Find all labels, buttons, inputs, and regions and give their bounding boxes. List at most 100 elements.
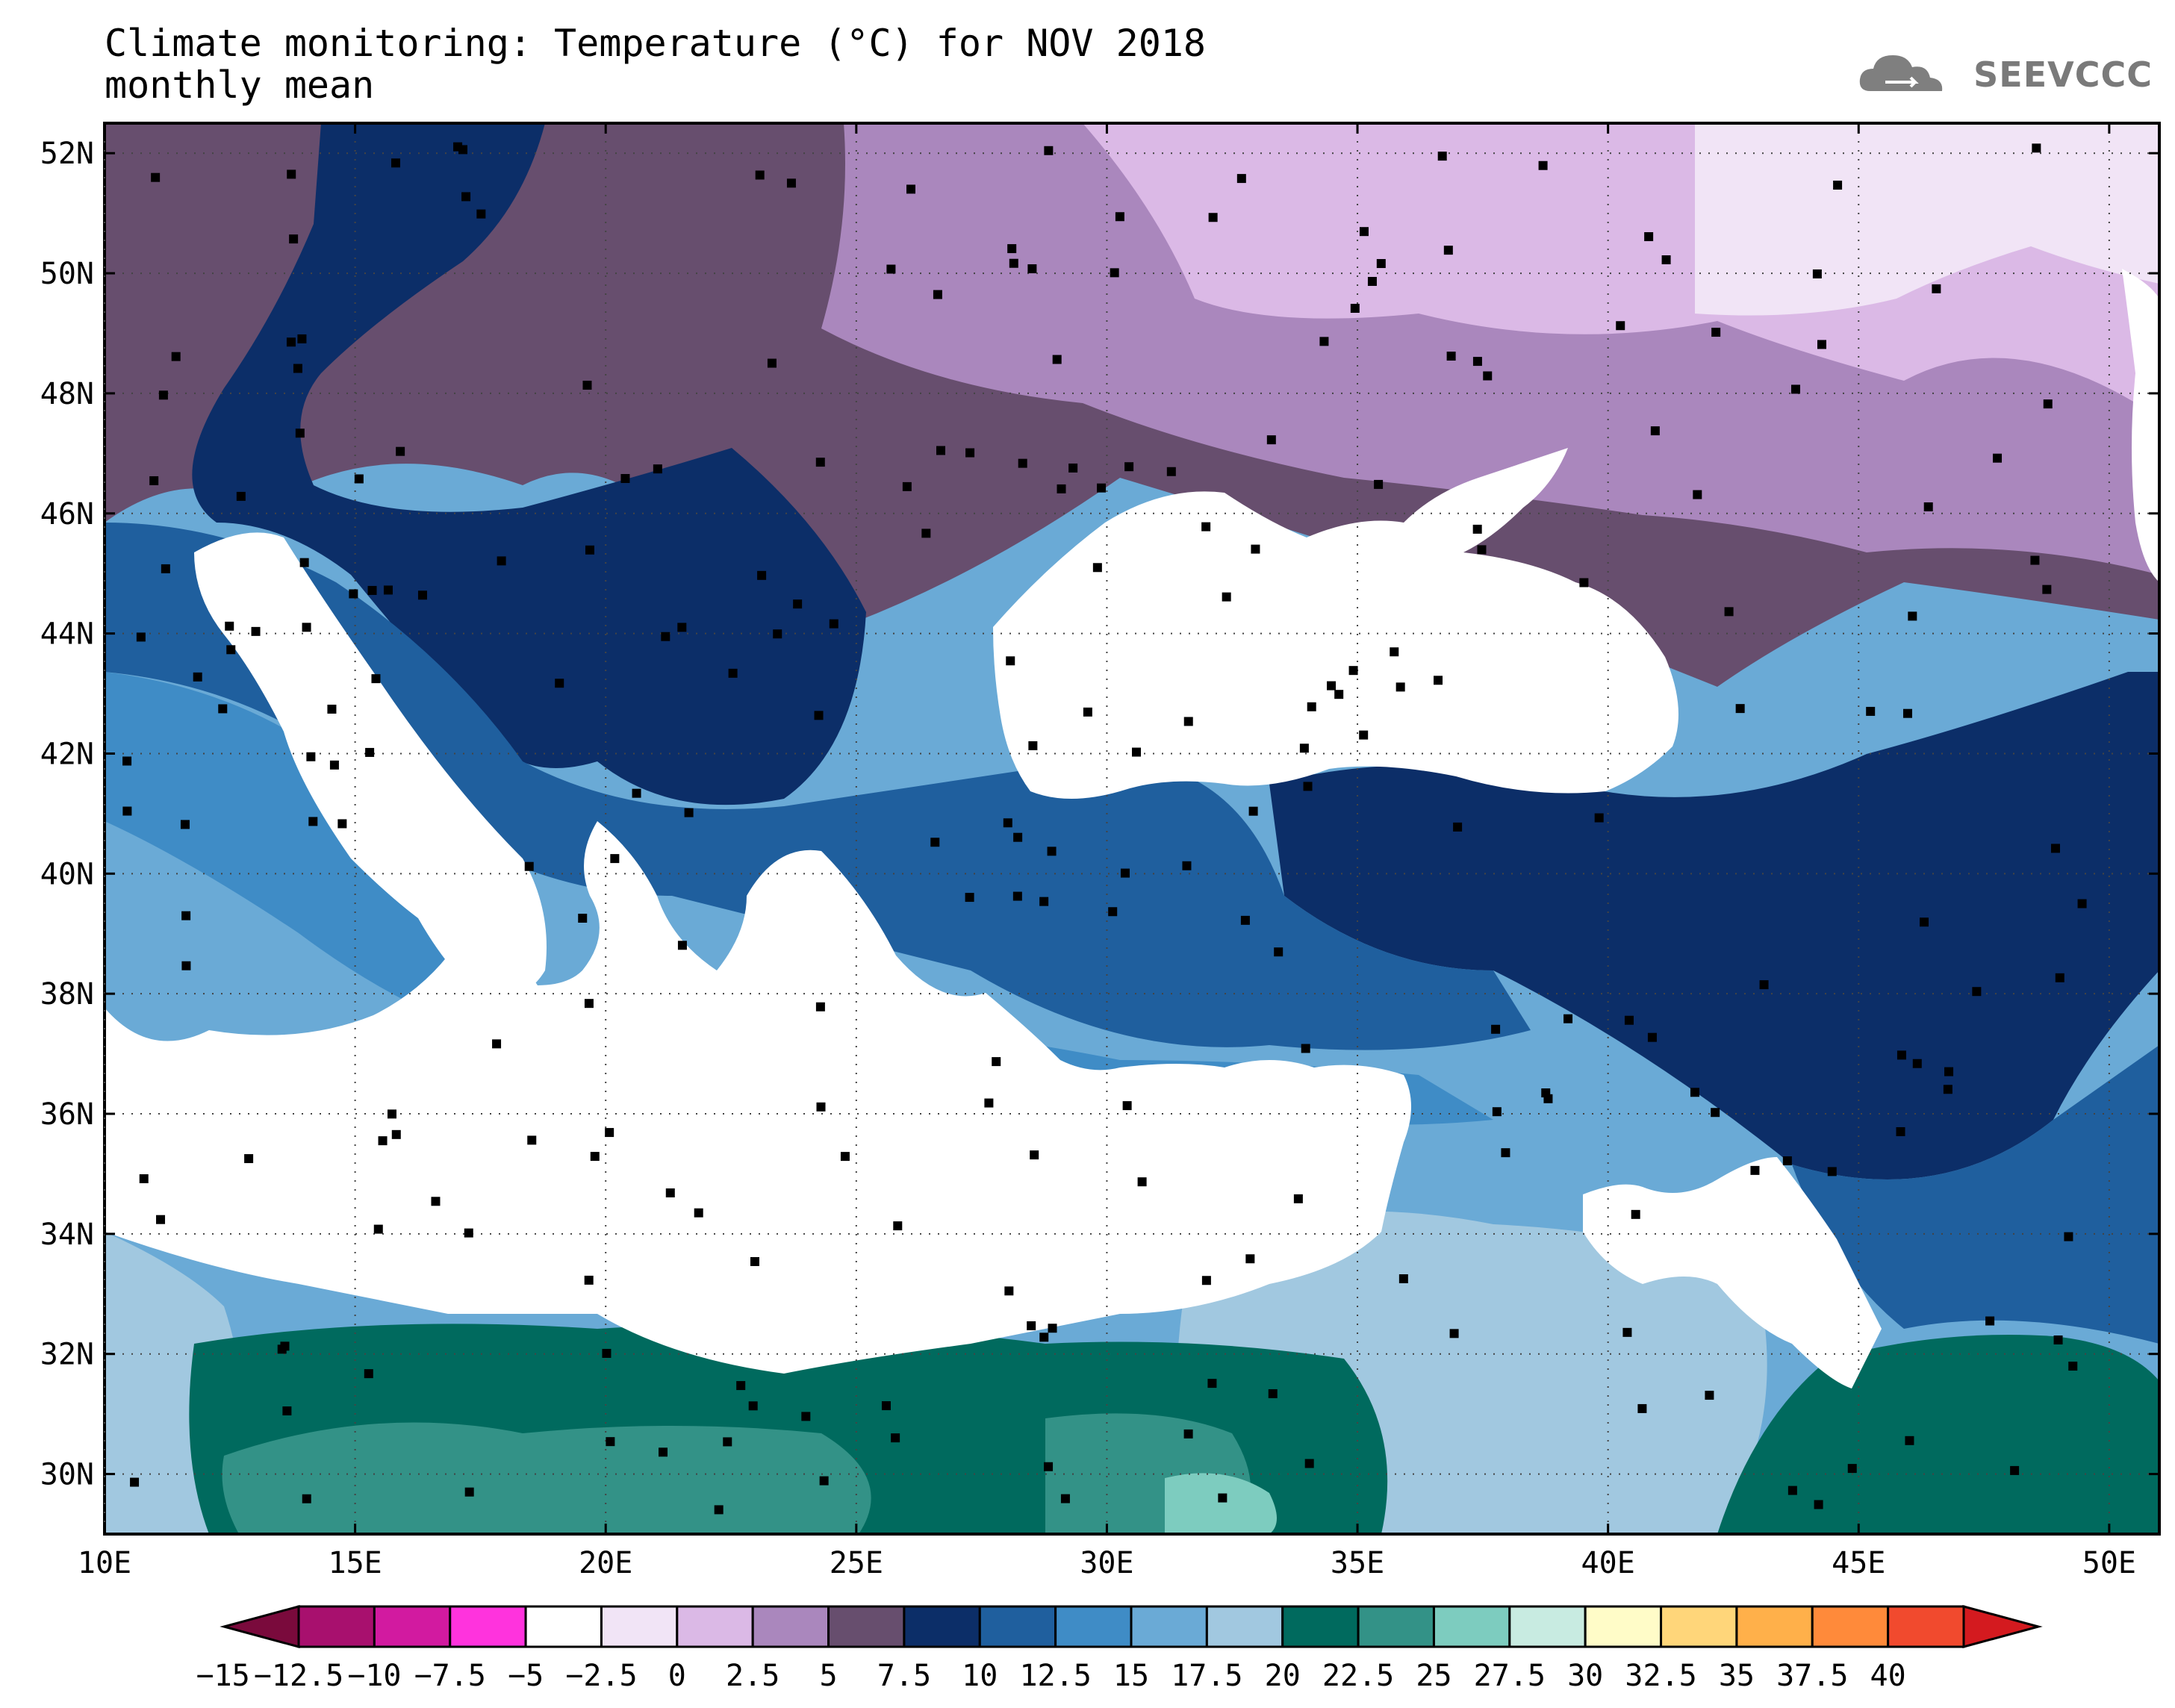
station-marker [136, 632, 146, 642]
station-marker [417, 590, 427, 600]
station-marker [1060, 1494, 1070, 1503]
station-marker [1039, 897, 1049, 906]
colorbar-label: 22.5 [1322, 1659, 1394, 1693]
station-marker [714, 1505, 724, 1515]
lat-tick-label: 40N [40, 857, 94, 891]
map-title: Climate monitoring: Temperature (°C) for… [105, 22, 1206, 106]
station-marker [1007, 244, 1017, 254]
station-marker [620, 474, 630, 484]
station-marker [1183, 1429, 1193, 1439]
colorbar-cell [1205, 1605, 1284, 1648]
station-marker [458, 145, 468, 155]
station-marker [1759, 980, 1769, 990]
station-marker [584, 999, 594, 1009]
lon-tick-label: 35E [1331, 1546, 1384, 1580]
station-marker [226, 645, 236, 655]
station-marker [1905, 1436, 1914, 1445]
station-marker [1492, 1107, 1502, 1117]
station-marker [677, 941, 687, 950]
station-marker [653, 464, 662, 474]
station-marker [665, 1188, 675, 1197]
colorbar-cell [827, 1605, 906, 1648]
station-marker [1644, 232, 1654, 242]
station-marker [2050, 844, 2060, 853]
station-marker [365, 747, 375, 757]
station-marker [1132, 747, 1142, 757]
station-marker [1491, 1024, 1501, 1034]
station-marker [151, 172, 161, 182]
station-marker [1108, 907, 1118, 917]
station-marker [1307, 702, 1316, 711]
station-marker [251, 626, 261, 636]
cloud-icon [1859, 55, 1943, 91]
station-marker [1110, 268, 1119, 278]
station-marker [383, 585, 393, 595]
station-marker [602, 1348, 612, 1358]
station-marker [1201, 522, 1211, 532]
lon-tick-label: 50E [2082, 1546, 2136, 1580]
latitude-axis: 52N 50N 48N 46N 44N 42N 40N 38N 36N 34N 32N 30N [40, 137, 2159, 1492]
station-marker [2053, 1335, 2063, 1344]
colorbar-cell [600, 1605, 679, 1648]
station-marker [1866, 706, 1876, 716]
station-marker [1647, 1032, 1657, 1042]
station-marker [1304, 1459, 1314, 1468]
colorbar-cell [1508, 1605, 1587, 1648]
aegean-islands [769, 956, 927, 1082]
station-marker [992, 1057, 1001, 1067]
station-marker [816, 1102, 826, 1112]
station-marker [1735, 704, 1745, 714]
station-marker [1563, 1014, 1573, 1023]
station-marker [723, 1437, 732, 1447]
station-marker [1390, 647, 1399, 657]
station-marker [1501, 1148, 1510, 1158]
colorbar-cell [373, 1605, 452, 1648]
station-marker [773, 629, 782, 639]
colorbar-cell [1584, 1605, 1663, 1648]
station-marker [1236, 174, 1246, 184]
station-marker [464, 1228, 473, 1238]
lon-tick-label: 25E [830, 1546, 883, 1580]
station-marker [431, 1197, 441, 1206]
station-marker [886, 264, 896, 274]
station-marker [2032, 143, 2041, 153]
station-marker [1395, 682, 1405, 692]
station-marker [327, 704, 337, 714]
lon-tick-label: 15E [328, 1546, 382, 1580]
colorbar-label: 2.5 [726, 1659, 780, 1693]
colorbar-label: 25 [1416, 1659, 1451, 1693]
colorbar-label: 40 [1870, 1659, 1906, 1693]
station-marker [236, 491, 246, 501]
station-marker [661, 632, 670, 641]
station-marker [921, 529, 931, 538]
station-marker [1449, 1329, 1459, 1338]
station-marker [367, 585, 377, 595]
colorbar-cell [524, 1605, 603, 1648]
station-marker [1120, 868, 1130, 878]
station-marker [1812, 269, 1822, 278]
longitude-axis: 10E 15E 20E 25E 30E 35E 40E 45E 50E [78, 123, 2136, 1580]
station-marker [524, 861, 534, 871]
station-marker [476, 209, 486, 219]
station-marker [1057, 484, 1066, 493]
station-marker [1047, 847, 1057, 856]
station-marker [181, 911, 191, 920]
station-marker [364, 1369, 373, 1379]
station-marker [585, 545, 594, 555]
colorbar-label: 27.5 [1474, 1659, 1546, 1693]
colorbar-label: 17.5 [1171, 1659, 1242, 1693]
station-marker [1985, 1316, 1995, 1326]
station-marker [161, 564, 170, 573]
station-marker [1124, 462, 1134, 472]
station-marker [1538, 160, 1548, 170]
station-marker [2043, 399, 2053, 409]
station-marker [171, 352, 181, 361]
station-marker [755, 170, 765, 180]
station-marker [461, 192, 471, 202]
station-marker [1690, 1088, 1699, 1097]
station-marker [2010, 1465, 2020, 1475]
station-marker [156, 1215, 166, 1224]
station-marker [1350, 304, 1360, 314]
station-marker [1359, 227, 1369, 237]
station-marker [933, 290, 942, 299]
